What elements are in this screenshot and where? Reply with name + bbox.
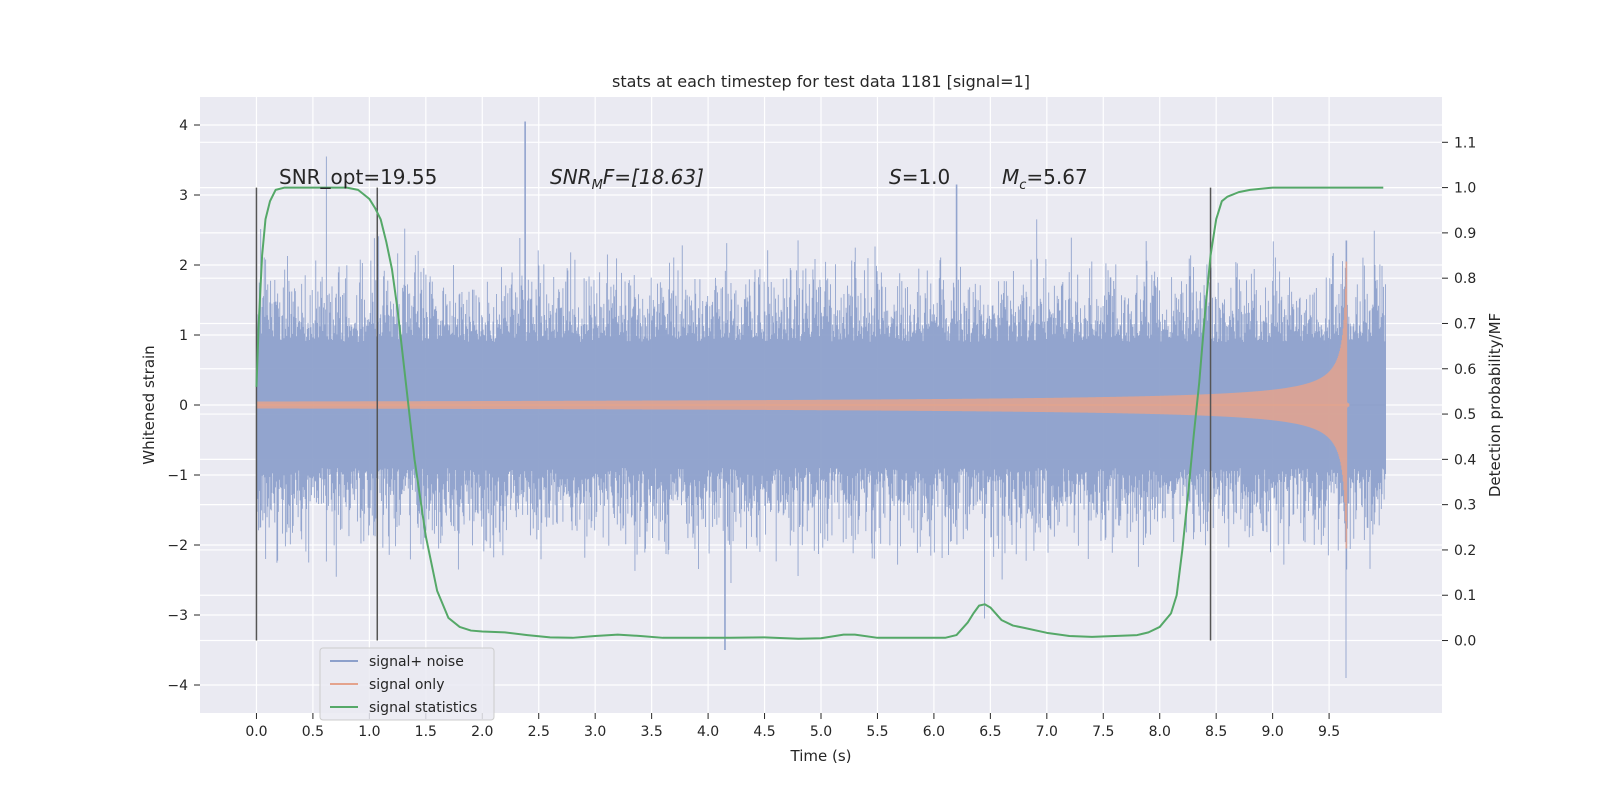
- annotation-snr-mf-prefix: SNR: [550, 165, 592, 189]
- y-right-tick-label: 0.4: [1454, 452, 1476, 468]
- x-tick-label: 5.0: [810, 724, 832, 740]
- y-tick-label: 2: [179, 258, 188, 274]
- y-right-tick-label: 0.9: [1454, 226, 1476, 242]
- annotation-s: S=1.0: [889, 165, 950, 189]
- y-tick-label: 4: [179, 118, 188, 134]
- x-tick-label: 6.0: [923, 724, 945, 740]
- x-tick-label: 7.0: [1036, 724, 1058, 740]
- signal-statistics-line: [255, 186, 1384, 640]
- x-tick-label: 5.5: [866, 724, 888, 740]
- y-tick-label: 3: [179, 188, 188, 204]
- annotation-s-label: S: [889, 165, 902, 189]
- x-tick-label: 1.0: [358, 724, 380, 740]
- series-signal-statistics: [255, 186, 1384, 640]
- x-axis-label: Time (s): [790, 747, 852, 765]
- y-right-tick-label: 0.7: [1454, 316, 1476, 332]
- annotation-snr-opt: SNR_opt=19.55: [279, 165, 437, 189]
- y-tick-label: −3: [167, 608, 188, 624]
- x-tick-label: 8.5: [1205, 724, 1227, 740]
- y-tick-label: −4: [167, 678, 188, 694]
- annotation-mc: Mc=5.67: [1002, 165, 1088, 193]
- y-tick-label: 1: [179, 328, 188, 344]
- annotation-snr-mf-suffix: F=[18.63]: [603, 165, 704, 189]
- annotation-snr-mf-sub: M: [592, 178, 603, 193]
- legend-label-signal-only: signal only: [369, 677, 444, 693]
- y-right-tick-label: 0.3: [1454, 498, 1476, 514]
- legend-label-signal-statistics: signal statistics: [369, 700, 477, 716]
- y-right-tick-label: 0.2: [1454, 543, 1476, 559]
- y-right-axis-label: Detection probability/MF: [1486, 313, 1504, 497]
- x-tick-label: 9.0: [1262, 724, 1284, 740]
- y-tick-label: −1: [167, 468, 188, 484]
- x-tick-label: 9.5: [1318, 724, 1340, 740]
- annotation-mc-label: M: [1002, 165, 1019, 189]
- y-right-tick-label: 0.5: [1454, 407, 1476, 423]
- x-tick-label: 4.0: [697, 724, 719, 740]
- y-right-tick-label: 0.8: [1454, 271, 1476, 287]
- chart-title: stats at each timestep for test data 118…: [612, 72, 1030, 91]
- legend-box: [319, 647, 495, 721]
- x-tick-label: 7.5: [1092, 724, 1114, 740]
- legend-label-signal-noise: signal+ noise: [369, 654, 464, 670]
- y-right-tick-label: 0.1: [1454, 588, 1476, 604]
- y-right-tick-label: 0.0: [1454, 634, 1476, 650]
- y-axis-label: Whitened strain: [140, 345, 158, 464]
- x-tick-label: 1.5: [415, 724, 437, 740]
- annotation-snr-mf: SNRMF=[18.63]: [550, 165, 704, 193]
- x-tick-label: 0.0: [245, 724, 267, 740]
- y-right-tick-label: 1.0: [1454, 181, 1476, 197]
- annotation-s-value: =1.0: [902, 165, 951, 189]
- y-right-tick-label: 0.6: [1454, 362, 1476, 378]
- x-tick-label: 0.5: [302, 724, 324, 740]
- axis-ticks: 0.0 0.5 1.0 1.5 2.0 2.5 3.0 3.5 4.0 4.5 5.0 5.5 6.0 6…: [167, 118, 1476, 740]
- annotation-mc-sub: c: [1019, 178, 1026, 193]
- x-tick-label: 6.5: [979, 724, 1001, 740]
- y-right-tick-label: 1.1: [1454, 135, 1476, 151]
- legend: signal+ noise signal only signal statist…: [319, 647, 495, 721]
- x-tick-label: 3.0: [584, 724, 606, 740]
- x-tick-label: 2.5: [528, 724, 550, 740]
- x-tick-label: 2.0: [471, 724, 493, 740]
- x-tick-label: 4.5: [753, 724, 775, 740]
- annotation-mc-value: =5.67: [1026, 165, 1087, 189]
- x-tick-label: 3.5: [641, 724, 663, 740]
- x-tick-label: 8.0: [1149, 724, 1171, 740]
- y-tick-label: 0: [179, 398, 188, 414]
- y-tick-label: −2: [167, 538, 188, 554]
